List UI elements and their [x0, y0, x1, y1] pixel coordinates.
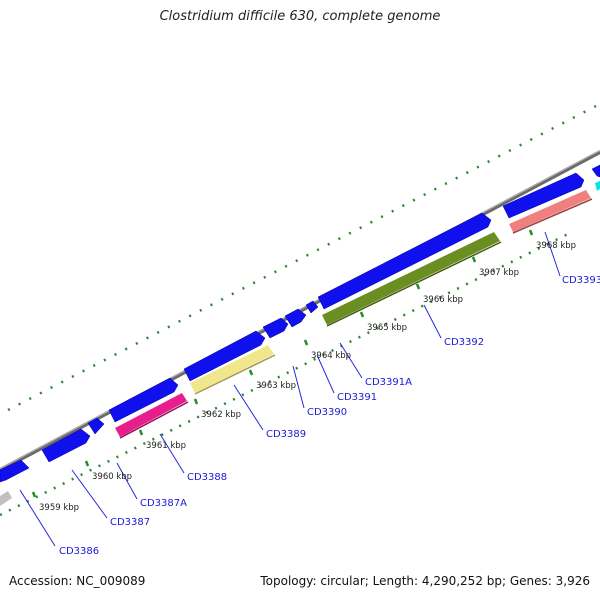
major-tick: [84, 460, 90, 467]
gene-label[interactable]: CD3387A: [140, 498, 187, 509]
scale-label: 3962 kbp: [201, 410, 241, 420]
major-tick: [193, 398, 199, 405]
label-leader: [544, 231, 561, 277]
label-leader: [233, 384, 264, 431]
gene-arrow-forward: [41, 428, 91, 463]
label-leader: [159, 433, 185, 474]
reverse-gene-track: [0, 190, 593, 506]
gene-shadow: [326, 241, 502, 327]
gene-label[interactable]: CD3389: [266, 429, 306, 440]
genome-summary: Topology: circular; Length: 4,290,252 bp…: [260, 574, 590, 588]
gene-arrow-forward: [317, 212, 492, 310]
gene-label[interactable]: CD3387: [110, 517, 150, 528]
label-leader: [19, 489, 56, 547]
gene-arrow-forward: [262, 317, 289, 339]
gene-arrow-forward: [591, 164, 600, 178]
forward-gene-track: [0, 164, 600, 483]
gene-arrow-forward-cyan: [595, 181, 600, 191]
gene-label[interactable]: CD3390: [307, 407, 347, 418]
gene-box-reverse-magenta: [115, 393, 187, 437]
major-tick: [248, 369, 254, 376]
gene-box-reverse-olive: [322, 232, 500, 325]
accession-label: Accession: NC_009089: [9, 574, 146, 588]
outer-tick-track: [7, 104, 597, 412]
gene-arrow-forward: [305, 300, 319, 314]
gene-arrow-forward: [183, 330, 266, 382]
gene-label[interactable]: CD3391A: [365, 377, 412, 388]
scale-label: 3968 kbp: [536, 241, 576, 251]
scale-label: 3967 kbp: [479, 268, 519, 278]
major-tick: [471, 256, 477, 263]
scale-label: 3960 kbp: [92, 472, 132, 482]
gene-label[interactable]: CD3391: [337, 392, 377, 403]
label-leaders: [19, 231, 561, 547]
label-leader: [71, 469, 108, 519]
gene-shadow: [512, 198, 593, 234]
gene-shadow: [119, 401, 189, 439]
scale-label: 3959 kbp: [39, 503, 79, 513]
scale-label: 3966 kbp: [423, 295, 463, 305]
backbone-highlight: [0, 149, 600, 470]
major-tick: [359, 311, 365, 318]
gene-arrow-forward: [87, 417, 105, 435]
major-tick: [138, 429, 144, 436]
gene-arrow-forward: [502, 172, 585, 219]
major-tick: [303, 339, 309, 346]
scale-label: 3963 kbp: [256, 381, 296, 391]
gene-arrow-forward: [284, 308, 307, 328]
gene-arrow-forward: [108, 377, 179, 423]
gene-label[interactable]: CD3386: [59, 546, 99, 557]
outer-tick-dots: [7, 104, 597, 412]
major-ticks: [31, 229, 534, 498]
scale-label: 3964 kbp: [311, 351, 351, 361]
label-leader: [292, 365, 305, 409]
gene-box-reverse-gray: [0, 491, 12, 506]
gene-box-reverse-salmon: [509, 190, 591, 232]
scale-labels: 3959 kbp 3960 kbp 3961 kbp 3962 kbp 3963 kbp…: [39, 241, 576, 513]
scale-label: 3965 kbp: [367, 323, 407, 333]
label-leader: [339, 342, 363, 379]
major-tick: [528, 229, 534, 236]
label-leader: [116, 462, 138, 500]
label-leader: [423, 304, 442, 339]
gene-box-reverse-khaki: [190, 345, 274, 393]
map-title: Clostridium difficile 630, complete geno…: [159, 9, 441, 24]
gene-label[interactable]: CD3392: [444, 337, 484, 348]
gene-arrow-forward: [0, 459, 30, 483]
scale-label: 3961 kbp: [146, 441, 186, 451]
label-leader: [316, 354, 335, 394]
gene-label[interactable]: CD3393: [562, 275, 600, 286]
major-tick: [31, 491, 37, 498]
gene-label[interactable]: CD3388: [187, 472, 227, 483]
gene-shadow: [194, 354, 276, 395]
major-tick: [415, 283, 421, 290]
